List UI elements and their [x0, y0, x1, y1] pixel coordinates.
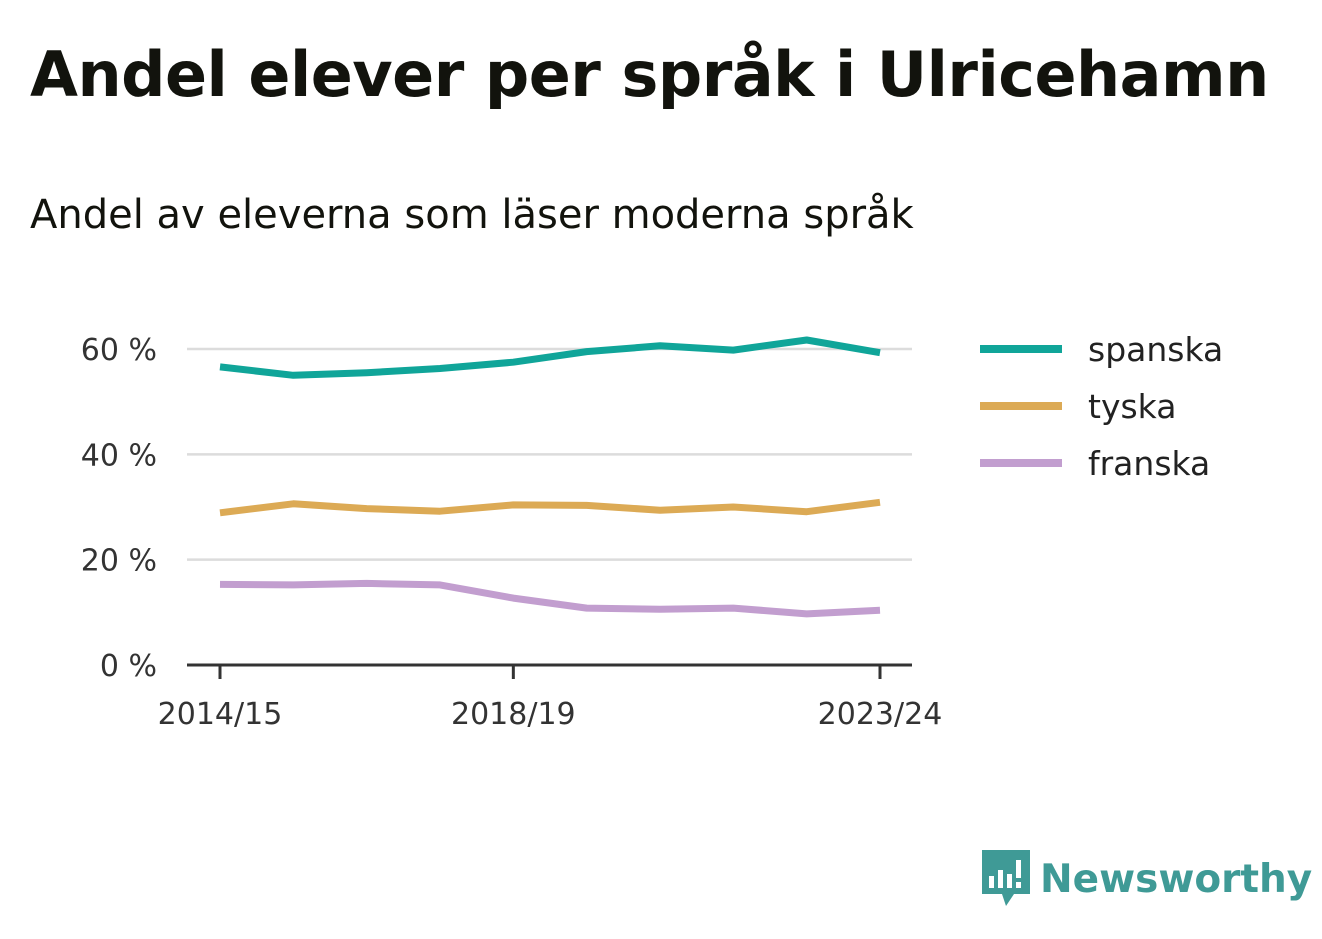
brand-name: Newsworthy: [1040, 856, 1313, 902]
series-line-tyska: [219, 498, 881, 517]
series-line-spanska: [219, 336, 881, 379]
y-tick-label: 40 %: [81, 438, 157, 473]
series-line-franska: [219, 579, 881, 618]
y-tick-label: 0 %: [100, 649, 157, 684]
legend-label-spanska: spanska: [1088, 330, 1223, 369]
legend-label-franska: franska: [1088, 444, 1210, 483]
legend-label-tyska: tyska: [1088, 387, 1176, 426]
x-tick-label: 2018/19: [451, 697, 576, 732]
brand-logo: Newsworthy: [980, 848, 1312, 910]
y-tick-label: 60 %: [81, 333, 157, 368]
x-tick-label: 2014/15: [158, 697, 283, 732]
y-tick-label: 20 %: [81, 544, 157, 579]
chart-subtitle: Andel av eleverna som läser moderna språ…: [30, 192, 914, 238]
x-tick-label: 2023/24: [818, 697, 943, 732]
newsworthy-logo-icon: [982, 850, 1030, 906]
chart-title: Andel elever per språk i Ulricehamn: [30, 38, 1269, 111]
